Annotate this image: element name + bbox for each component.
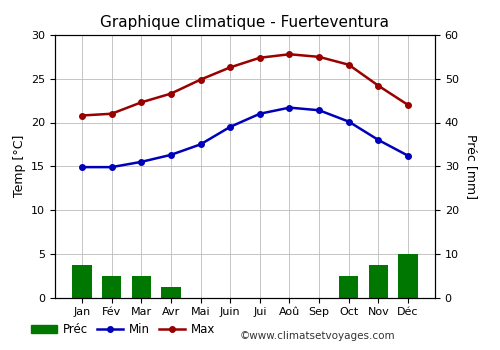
Y-axis label: Préc [mm]: Préc [mm] bbox=[466, 134, 478, 199]
Bar bbox=[339, 276, 358, 298]
Bar bbox=[398, 254, 417, 298]
Y-axis label: Temp [°C]: Temp [°C] bbox=[12, 135, 26, 197]
Text: ©www.climatsetvoyages.com: ©www.climatsetvoyages.com bbox=[240, 331, 396, 341]
Bar bbox=[102, 276, 121, 298]
Bar bbox=[72, 265, 92, 298]
Title: Graphique climatique - Fuerteventura: Graphique climatique - Fuerteventura bbox=[100, 15, 390, 30]
Bar bbox=[132, 276, 151, 298]
Legend: Préc, Min, Max: Préc, Min, Max bbox=[26, 318, 220, 341]
Bar bbox=[161, 287, 180, 298]
Bar bbox=[369, 265, 388, 298]
